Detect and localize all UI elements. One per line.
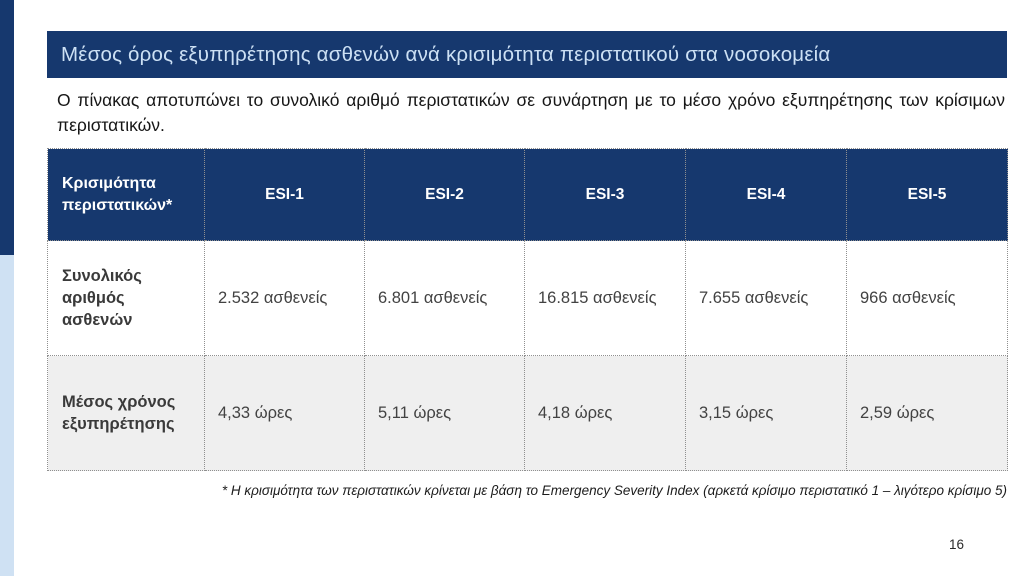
table-row-avg-service-time: Μέσος χρόνος εξυπηρέτησης 4,33 ώρες 5,11… [47, 355, 1008, 471]
description-text: Ο πίνακας αποτυπώνει το συνολικό αριθμό … [57, 90, 1005, 136]
header-cell-criticality: Κρισιμότητα περιστατικών* [47, 148, 205, 241]
table-header-row: Κρισιμότητα περιστατικών* ESI-1 ESI-2 ES… [47, 148, 1008, 241]
footnote: * Η κρισιμότητα των περιστατικών κρίνετα… [221, 483, 1007, 498]
cell-time-esi-5: 2,59 ώρες [846, 355, 1008, 471]
row-label-total-patients: Συνολικός αριθμός ασθενών [47, 240, 205, 356]
cell-time-esi-1: 4,33 ώρες [204, 355, 365, 471]
data-table: Κρισιμότητα περιστατικών* ESI-1 ESI-2 ES… [47, 148, 1008, 471]
cell-time-esi-2: 5,11 ώρες [364, 355, 525, 471]
title-bar: Μέσος όρος εξυπηρέτησης ασθενών ανά κρισ… [47, 31, 1007, 78]
cell-time-esi-4: 3,15 ώρες [685, 355, 847, 471]
sidebar-accent-light [0, 255, 14, 576]
sidebar-accent-dark [0, 0, 14, 255]
cell-total-esi-5: 966 ασθενείς [846, 240, 1008, 356]
header-cell-esi-1: ESI-1 [204, 148, 365, 241]
page-number: 16 [949, 537, 965, 552]
row-label-avg-service-time: Μέσος χρόνος εξυπηρέτησης [47, 355, 205, 471]
header-cell-esi-2: ESI-2 [364, 148, 525, 241]
cell-total-esi-4: 7.655 ασθενείς [685, 240, 847, 356]
header-cell-esi-5: ESI-5 [846, 148, 1008, 241]
header-cell-esi-4: ESI-4 [685, 148, 847, 241]
header-cell-esi-3: ESI-3 [524, 148, 686, 241]
cell-total-esi-1: 2.532 ασθενείς [204, 240, 365, 356]
page-title: Μέσος όρος εξυπηρέτησης ασθενών ανά κρισ… [61, 42, 831, 66]
cell-total-esi-3: 16.815 ασθενείς [524, 240, 686, 356]
table-row-total-patients: Συνολικός αριθμός ασθενών 2.532 ασθενείς… [47, 240, 1008, 356]
cell-time-esi-3: 4,18 ώρες [524, 355, 686, 471]
cell-total-esi-2: 6.801 ασθενείς [364, 240, 525, 356]
